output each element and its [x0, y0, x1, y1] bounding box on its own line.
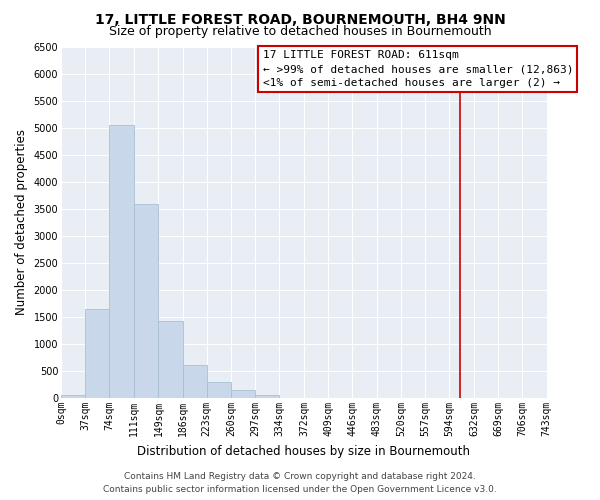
Bar [61, 394, 85, 398]
Text: 17 LITTLE FOREST ROAD: 611sqm
← >99% of detached houses are smaller (12,863)
<1%: 17 LITTLE FOREST ROAD: 611sqm ← >99% of … [263, 50, 573, 88]
Bar [231, 390, 255, 398]
Bar [109, 125, 134, 398]
Bar [85, 309, 109, 398]
Bar [207, 382, 231, 398]
Text: Size of property relative to detached houses in Bournemouth: Size of property relative to detached ho… [109, 25, 491, 38]
Y-axis label: Number of detached properties: Number of detached properties [15, 130, 28, 316]
Bar [255, 395, 280, 398]
Text: 17, LITTLE FOREST ROAD, BOURNEMOUTH, BH4 9NN: 17, LITTLE FOREST ROAD, BOURNEMOUTH, BH4… [95, 12, 505, 26]
Text: Contains HM Land Registry data © Crown copyright and database right 2024.
Contai: Contains HM Land Registry data © Crown c… [103, 472, 497, 494]
Bar [158, 322, 182, 398]
Bar [134, 204, 158, 398]
X-axis label: Distribution of detached houses by size in Bournemouth: Distribution of detached houses by size … [137, 444, 470, 458]
Bar [182, 365, 207, 398]
